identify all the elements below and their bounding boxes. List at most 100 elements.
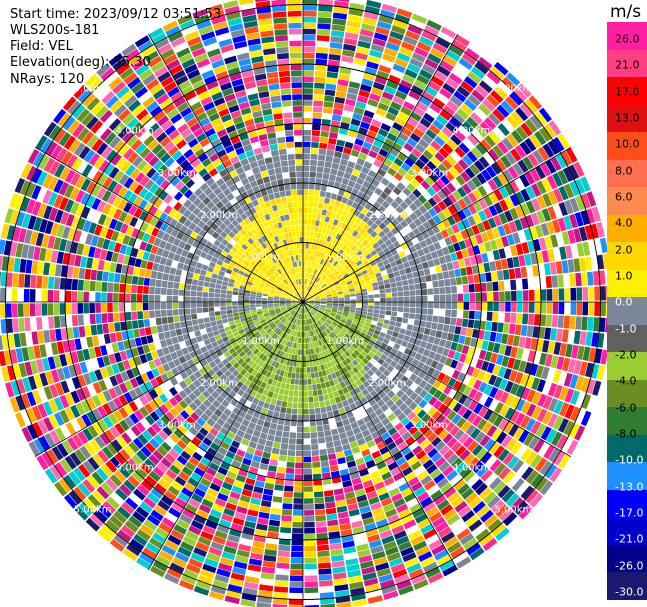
velocity-gate — [347, 14, 363, 23]
velocity-gate — [314, 244, 318, 251]
velocity-gate — [489, 261, 497, 272]
velocity-gate — [551, 219, 561, 233]
velocity-gate — [65, 290, 72, 302]
velocity-gate — [281, 376, 287, 384]
velocity-gate — [296, 426, 303, 433]
velocity-gate — [323, 490, 334, 497]
velocity-gate — [580, 193, 591, 209]
velocity-gate — [89, 313, 96, 325]
velocity-gate — [303, 474, 313, 481]
velocity-gate — [303, 10, 317, 17]
velocity-gate — [535, 224, 544, 238]
velocity-gate — [194, 267, 201, 275]
velocity-gate — [398, 191, 408, 201]
velocity-gate — [319, 294, 326, 298]
velocity-gate — [475, 302, 482, 311]
velocity-gate — [306, 285, 310, 291]
velocity-gate — [329, 48, 342, 55]
velocity-gate — [317, 23, 331, 30]
velocity-gate — [555, 261, 563, 274]
velocity-gate — [275, 399, 282, 407]
velocity-gate — [321, 260, 327, 266]
velocity-gate — [326, 256, 332, 262]
velocity-gate — [493, 302, 499, 312]
velocity-gate — [306, 367, 311, 373]
velocity-gate — [473, 379, 482, 391]
velocity-gate — [501, 333, 509, 345]
velocity-gate — [375, 257, 382, 264]
velocity-gate — [144, 269, 152, 278]
velocity-gate — [19, 258, 27, 273]
velocity-gate — [368, 302, 374, 306]
velocity-gate — [341, 270, 348, 276]
velocity-gate — [303, 171, 310, 178]
velocity-gate — [338, 462, 348, 471]
velocity-gate — [436, 272, 444, 280]
velocity-gate — [475, 143, 487, 156]
velocity-gate — [419, 240, 428, 249]
velocity-gate — [446, 138, 458, 150]
velocity-gate — [580, 377, 590, 393]
velocity-gate — [41, 289, 48, 302]
velocity-gate — [356, 46, 370, 55]
velocity-gate — [570, 302, 577, 315]
velocity-gate — [358, 171, 367, 180]
velocity-gate — [550, 328, 557, 341]
velocity-gate — [331, 309, 338, 313]
velocity-gate — [487, 341, 495, 352]
velocity-gate — [335, 314, 342, 319]
velocity-gate — [102, 271, 109, 282]
velocity-gate — [541, 340, 550, 353]
velocity-gate — [77, 303, 84, 314]
velocity-gate — [310, 280, 314, 287]
velocity-gate — [387, 243, 396, 251]
velocity-gate — [305, 291, 309, 297]
velocity-gate — [406, 137, 418, 148]
velocity-gate — [455, 361, 464, 372]
velocity-gate — [365, 334, 372, 341]
velocity-gate — [387, 256, 395, 263]
velocity-gate — [372, 333, 379, 340]
velocity-gate — [427, 288, 434, 295]
velocity-gate — [260, 457, 270, 465]
velocity-gate — [409, 296, 416, 302]
velocity-gate — [399, 79, 413, 90]
velocity-gate — [525, 200, 536, 214]
velocity-gate — [320, 252, 325, 259]
velocity-gate — [391, 306, 398, 312]
velocity-gate — [378, 128, 389, 138]
velocity-gate — [393, 157, 404, 167]
velocity-gate — [154, 302, 161, 310]
velocity-gate — [309, 267, 312, 274]
velocity-gate — [385, 251, 393, 259]
velocity-gate — [308, 402, 315, 409]
velocity-gate — [423, 327, 431, 336]
velocity-gate — [305, 249, 309, 255]
velocity-gate — [410, 265, 418, 273]
velocity-gate — [260, 572, 275, 580]
velocity-gate — [303, 46, 316, 53]
velocity-gate — [357, 243, 365, 250]
velocity-gate — [303, 237, 307, 243]
velocity-gate — [350, 293, 356, 297]
velocity-gate — [304, 284, 306, 291]
velocity-gate — [339, 215, 346, 223]
velocity-gate — [467, 215, 477, 227]
velocity-gate — [478, 198, 488, 210]
velocity-gate — [319, 190, 326, 198]
velocity-gate — [337, 426, 346, 434]
velocity-gate — [244, 296, 250, 300]
velocity-gate — [137, 276, 145, 286]
velocity-gate — [463, 76, 478, 89]
velocity-gate — [576, 287, 583, 301]
velocity-gate — [6, 272, 13, 287]
velocity-gate — [321, 274, 327, 280]
velocity-gate — [5, 303, 12, 318]
velocity-gate — [278, 544, 291, 552]
velocity-gate — [380, 270, 388, 276]
velocity-gate — [555, 328, 563, 342]
velocity-gate — [406, 342, 414, 350]
velocity-gate — [553, 247, 561, 261]
velocity-gate — [328, 174, 337, 182]
velocity-gate — [161, 317, 168, 325]
